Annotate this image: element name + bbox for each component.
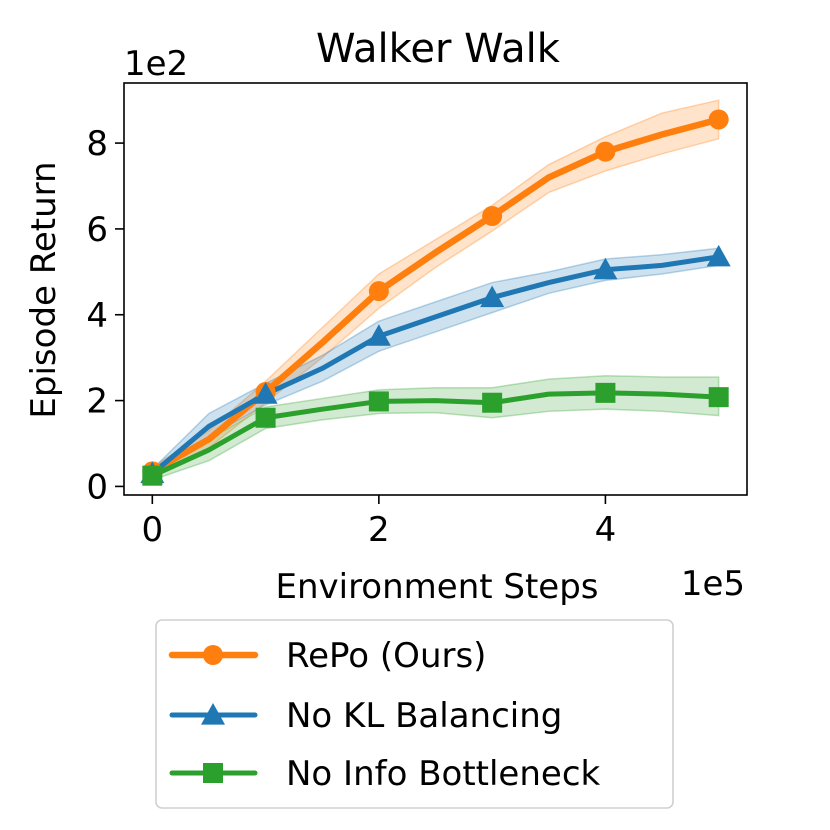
plot-frame	[123, 82, 748, 496]
band-no-info-bottleneck	[151, 374, 720, 482]
line-no-kl-balancing	[149, 254, 722, 477]
x-axis-label: Environment Steps	[275, 567, 598, 607]
point-no-kl-balancing-4	[366, 324, 391, 346]
point-repo-ours-8	[595, 141, 616, 162]
legend-marker-no-kl-balancing	[201, 703, 225, 725]
point-repo-ours-10	[708, 109, 729, 130]
y-axis-label: Episode Return	[24, 161, 64, 418]
series-markers	[140, 109, 731, 486]
y-tick-label: 0	[86, 467, 108, 507]
x-offset-label: 1e5	[681, 564, 745, 604]
legend-marker-no-info-bottleneck	[203, 763, 223, 783]
point-no-kl-balancing-6	[480, 285, 505, 308]
point-repo-ours-6	[482, 206, 503, 227]
y-tick-label: 6	[86, 210, 108, 250]
point-no-info-bottleneck-0	[142, 465, 163, 486]
x-tick-label: 0	[141, 510, 163, 550]
legend-box	[155, 619, 674, 809]
legend-label-no-info-bottleneck: No Info Bottleneck	[286, 754, 601, 794]
y-tick-label: 8	[86, 124, 108, 164]
confidence-bands	[151, 99, 720, 482]
legend-label-repo-ours: RePo (Ours)	[286, 636, 486, 676]
point-no-info-bottleneck-8	[595, 382, 616, 403]
y-tick-label: 2	[86, 382, 108, 422]
legend-label-no-kl-balancing: No KL Balancing	[286, 696, 562, 736]
point-no-kl-balancing-10	[706, 244, 731, 267]
y-offset-label: 1e2	[124, 44, 188, 84]
x-tick-label: 4	[595, 510, 617, 550]
x-tick-label: 2	[368, 510, 390, 550]
axis-ticks: 0 2 4 0 2 4 6 8	[86, 124, 616, 550]
point-no-info-bottleneck-10	[708, 387, 729, 408]
line-no-info-bottleneck	[149, 390, 722, 479]
line-repo-ours	[149, 116, 722, 475]
y-tick-label: 4	[86, 296, 108, 336]
legend: RePo (Ours) No KL Balancing No Info Bottle…	[155, 619, 674, 809]
point-repo-ours-4	[368, 281, 389, 302]
point-no-info-bottleneck-2	[255, 407, 276, 428]
chart-title: Walker Walk	[316, 26, 561, 72]
point-no-info-bottleneck-4	[368, 391, 389, 412]
point-no-kl-balancing-2	[253, 382, 278, 404]
point-no-kl-balancing-8	[593, 257, 618, 280]
series-lines	[149, 116, 722, 479]
point-no-info-bottleneck-6	[482, 392, 503, 413]
legend-marker-repo-ours	[203, 645, 223, 665]
